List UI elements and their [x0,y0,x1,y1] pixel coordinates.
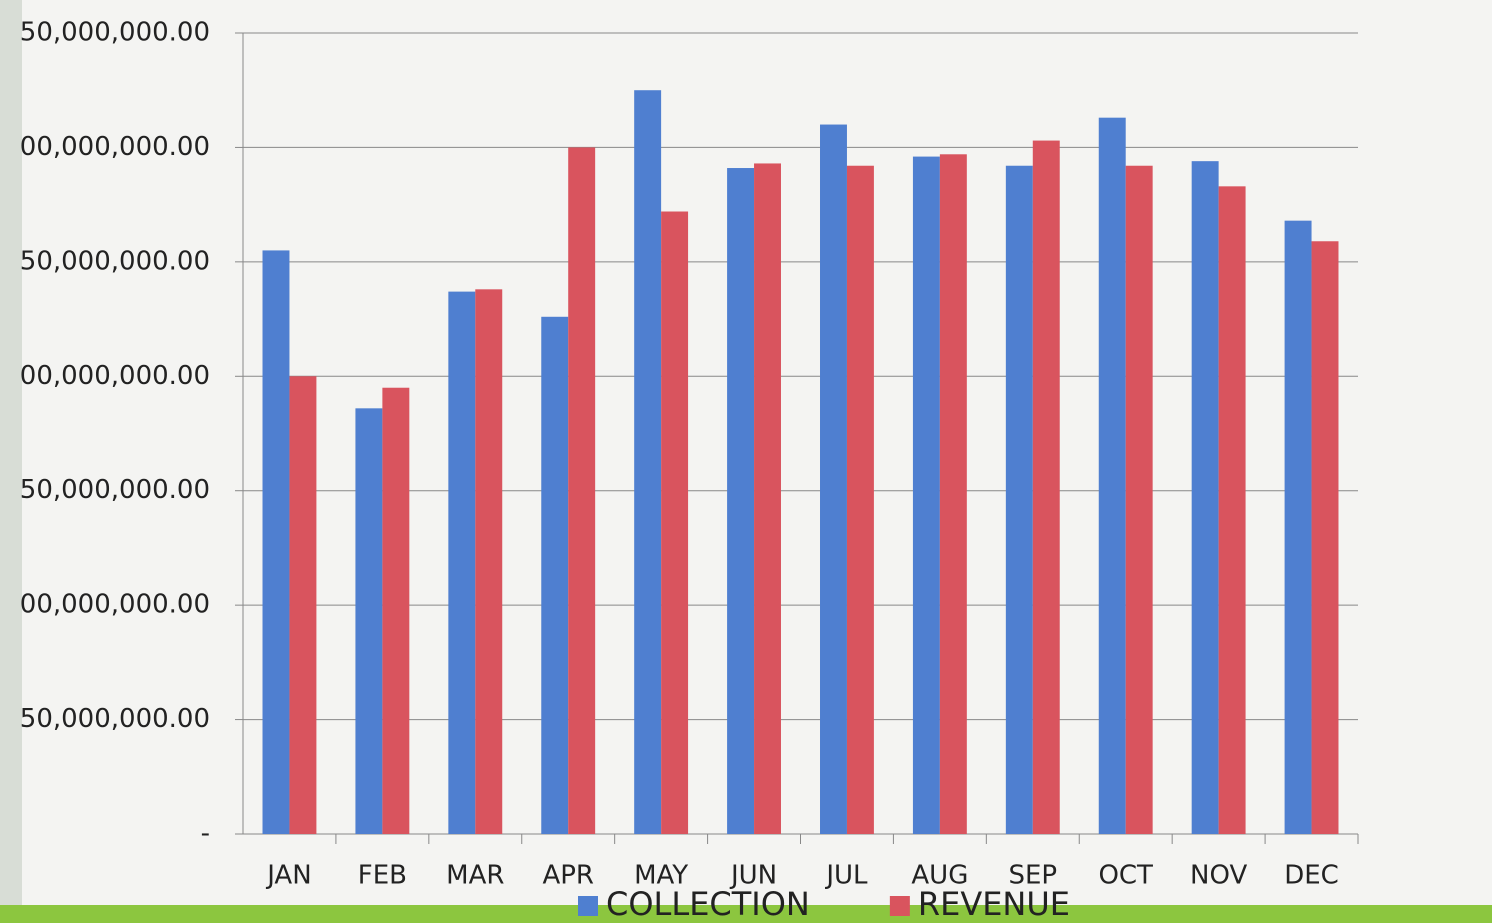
y-tick-label: - [201,819,210,849]
bar [541,316,569,835]
x-tick-label: AUG [911,861,968,891]
y-tick-label: 00,000,000.00 [20,132,210,162]
bar [355,408,383,834]
y-tick-label: 00,000,000.00 [20,590,210,620]
bar [634,90,662,834]
bar [448,291,476,834]
page-edge [0,0,22,923]
bar [382,387,410,834]
bar [1032,140,1060,834]
bar [289,376,317,834]
bar [1311,241,1339,834]
x-tick-label: JAN [265,861,311,891]
bar [262,250,290,834]
legend-label: REVENUE [918,885,1070,923]
legend-label: COLLECTION [606,885,810,923]
bar [1191,161,1219,834]
bar [1098,117,1126,835]
bar [1125,165,1153,835]
bar [1284,220,1312,835]
bar [661,211,689,835]
bar [727,168,755,835]
legend-swatch [578,896,598,916]
bar [568,147,596,834]
y-tick-label: 00,000,000.00 [20,361,210,391]
x-tick-label: SEP [1008,861,1057,891]
x-tick-label: NOV [1190,861,1247,891]
page-strip [0,905,1492,923]
x-tick-label: JUN [729,861,777,891]
y-tick-label: 50,000,000.00 [20,475,210,505]
bar [912,156,940,834]
x-tick-label: MAR [446,861,504,891]
legend-swatch [889,896,910,916]
bar [820,124,847,835]
bar [754,163,781,834]
x-tick-label: OCT [1098,861,1153,891]
y-tick-label: 50,000,000.00 [20,246,210,276]
x-tick-label: JUL [824,861,868,891]
bar [939,154,967,834]
y-tick-label: 50,000,000.00 [20,704,210,734]
bar [475,289,503,834]
bar [846,165,874,835]
x-tick-label: FEB [358,861,407,891]
bar [1005,165,1033,835]
x-tick-label: DEC [1284,861,1339,891]
x-tick-label: MAY [634,861,688,891]
x-tick-label: APR [542,861,594,891]
bar [1218,186,1246,834]
y-tick-label: 50,000,000.00 [20,18,210,48]
